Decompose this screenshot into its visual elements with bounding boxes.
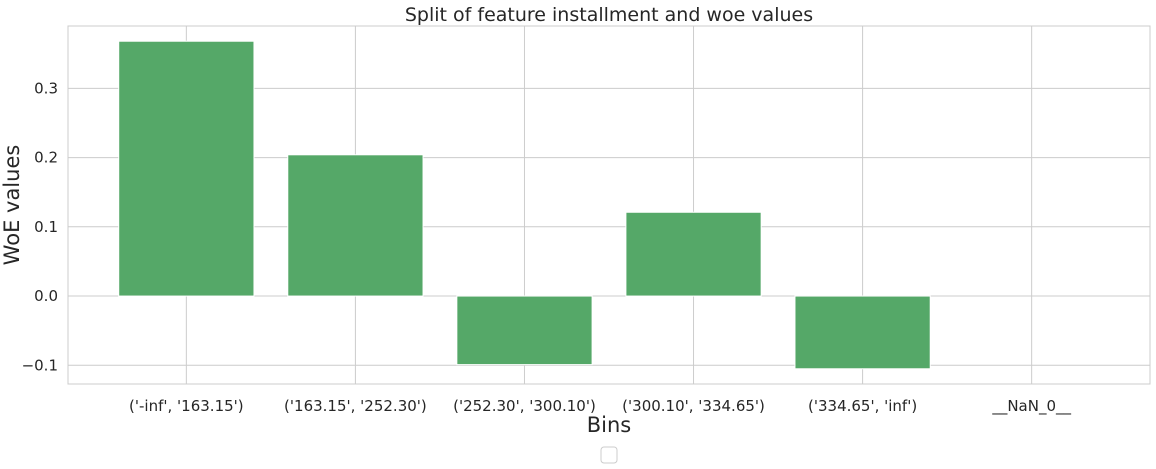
y-tick-labels: −0.1 0.0 0.1 0.2 0.3 (22, 79, 58, 374)
x-tick-label: ('300.10', '334.65') (622, 397, 765, 415)
x-axis-label: Bins (587, 413, 632, 437)
x-tick-label: ('163.15', '252.30') (284, 397, 427, 415)
bar (794, 295, 931, 370)
bar (118, 40, 255, 297)
bar (287, 154, 424, 297)
y-tick-label: 0.2 (34, 149, 58, 167)
bar (625, 211, 762, 297)
y-tick-label: 0.3 (34, 79, 58, 97)
y-axis-label: WoE values (0, 145, 24, 266)
x-tick-labels: ('-inf', '163.15') ('163.15', '252.30') ('… (129, 397, 1071, 416)
legend-box (600, 446, 618, 464)
x-tick-label: ('252.30', '300.10') (453, 397, 596, 415)
x-tick-label: __NaN_0__ (991, 397, 1071, 416)
plot-frame (67, 25, 1151, 385)
y-tick-label: −0.1 (22, 356, 58, 374)
y-tick-label: 0.1 (34, 218, 58, 236)
y-tick-label: 0.0 (34, 287, 58, 305)
x-tick-label: ('334.65', 'inf') (808, 397, 917, 415)
bars (118, 40, 931, 370)
x-tick-label: ('-inf', '163.15') (129, 397, 244, 415)
bar (456, 295, 593, 366)
chart-title: Split of feature installment and woe val… (405, 4, 813, 26)
